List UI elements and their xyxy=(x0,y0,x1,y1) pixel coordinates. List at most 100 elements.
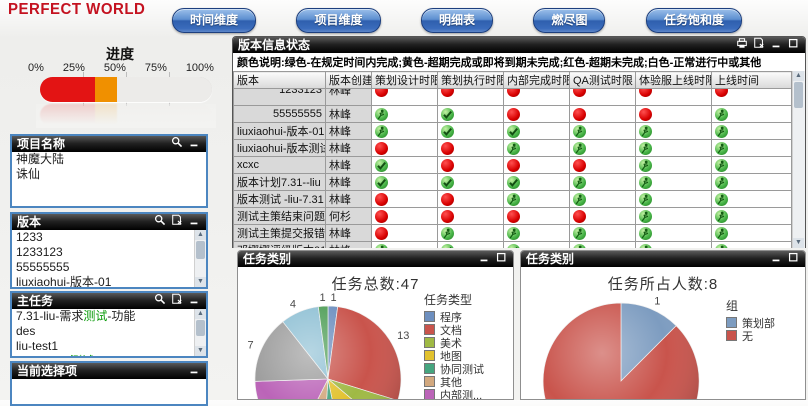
version-cell[interactable]: 1233123 xyxy=(233,88,326,106)
scroll-down-icon[interactable]: ▼ xyxy=(793,238,804,248)
list-item[interactable]: 1233 xyxy=(16,230,43,244)
min-icon[interactable] xyxy=(770,37,783,49)
status-cell[interactable] xyxy=(371,241,438,248)
scroll-thumb[interactable] xyxy=(196,320,205,336)
status-cell[interactable] xyxy=(371,173,438,191)
creator-cell[interactable]: 林峰 xyxy=(325,224,372,242)
status-cell[interactable] xyxy=(503,224,570,242)
list-item[interactable]: des xyxy=(16,324,36,338)
min-icon[interactable] xyxy=(478,251,491,263)
status-cell[interactable] xyxy=(569,122,636,140)
status-cell[interactable] xyxy=(437,224,504,242)
creator-cell[interactable]: 林峰 xyxy=(325,122,372,140)
nav-button-1[interactable]: 时间维度 xyxy=(172,8,257,33)
status-cell[interactable] xyxy=(503,88,570,106)
status-cell[interactable] xyxy=(437,88,504,106)
creator-cell[interactable]: 林峰 xyxy=(325,241,372,248)
clearx-icon[interactable] xyxy=(753,37,766,49)
pie-slice-无[interactable] xyxy=(542,302,700,399)
column-header[interactable]: 策划执行时限 xyxy=(437,71,504,89)
status-cell[interactable] xyxy=(711,156,792,174)
max-icon[interactable] xyxy=(787,37,800,49)
table-row[interactable]: 版本计划7.31--liu 林峰 xyxy=(233,173,792,191)
creator-cell[interactable]: 林峰 xyxy=(325,139,372,157)
status-cell[interactable] xyxy=(371,156,438,174)
column-header[interactable]: 上线时间 xyxy=(711,71,792,89)
column-header[interactable]: 内部完成时限 xyxy=(503,71,570,89)
status-cell[interactable] xyxy=(437,156,504,174)
version-cell[interactable]: 测试主策结束问题-0 xyxy=(233,207,326,225)
status-cell[interactable] xyxy=(569,173,636,191)
status-cell[interactable] xyxy=(437,241,504,248)
status-cell[interactable] xyxy=(371,139,438,157)
min-icon[interactable] xyxy=(770,251,783,263)
status-cell[interactable] xyxy=(635,88,712,106)
status-cell[interactable] xyxy=(635,173,712,191)
legend-item[interactable]: 策划部 xyxy=(726,316,775,330)
table-row[interactable]: liuxiaohui-版本-01 林峰 xyxy=(233,122,792,140)
legend-item[interactable]: 其他 xyxy=(424,375,484,389)
column-header[interactable]: 体验服上线时限 xyxy=(635,71,712,89)
legend-item[interactable]: 无 xyxy=(726,329,775,343)
status-cell[interactable] xyxy=(371,105,438,123)
scroll-down-icon[interactable]: ▼ xyxy=(195,277,206,287)
version-cell[interactable]: 版本计划7.31--liu xyxy=(233,173,326,191)
status-cell[interactable] xyxy=(711,122,792,140)
version-cell[interactable]: 版本测试 -liu-7.31 xyxy=(233,190,326,208)
status-cell[interactable] xyxy=(371,122,438,140)
list-item[interactable]: liuxiaohui-测试11 xyxy=(12,354,206,356)
min-icon[interactable] xyxy=(188,363,201,375)
status-cell[interactable] xyxy=(503,190,570,208)
status-cell[interactable] xyxy=(711,224,792,242)
status-cell[interactable] xyxy=(371,224,438,242)
status-cell[interactable] xyxy=(711,190,792,208)
scroll-up-icon[interactable]: ▲ xyxy=(195,230,206,240)
status-cell[interactable] xyxy=(569,105,636,123)
clearx-icon[interactable] xyxy=(171,214,184,226)
pie-slice-内部测...[interactable] xyxy=(254,378,329,399)
creator-cell[interactable]: 林峰 xyxy=(325,190,372,208)
status-cell[interactable] xyxy=(635,190,712,208)
status-cell[interactable] xyxy=(569,241,636,248)
status-cell[interactable] xyxy=(503,241,570,248)
list-item[interactable]: liu-test1 xyxy=(16,339,59,353)
creator-cell[interactable]: 林峰 xyxy=(325,88,372,106)
table-row[interactable]: xcxc 林峰 xyxy=(233,156,792,174)
version-scrollbar[interactable]: ▲ ▼ xyxy=(194,230,206,287)
column-header[interactable]: 版本创建人 xyxy=(325,71,372,89)
nav-button-3[interactable]: 明细表 xyxy=(420,8,493,33)
status-cell[interactable] xyxy=(503,122,570,140)
min-icon[interactable] xyxy=(188,293,201,305)
status-cell[interactable] xyxy=(569,156,636,174)
status-cell[interactable] xyxy=(711,88,792,106)
table-row-partial[interactable]: 1233123 林峰 xyxy=(233,88,792,106)
table-row[interactable]: 测试主策结束问题-0 何杉 xyxy=(233,207,792,225)
creator-cell[interactable]: 林峰 xyxy=(325,156,372,174)
print-icon[interactable] xyxy=(736,37,749,49)
table-row[interactable]: 55555555 林峰 xyxy=(233,105,792,123)
max-icon[interactable] xyxy=(787,251,800,263)
version-cell[interactable]: xcxc xyxy=(233,156,326,174)
scroll-thumb[interactable] xyxy=(196,241,205,259)
version-cell[interactable]: 邓娜娜评级版本01 xyxy=(233,241,326,248)
status-cell[interactable] xyxy=(371,207,438,225)
status-cell[interactable] xyxy=(437,139,504,157)
table-scrollbar[interactable]: ▲ ▼ xyxy=(792,71,805,248)
creator-cell[interactable]: 林峰 xyxy=(325,173,372,191)
version-cell[interactable]: liuxiaohui-版本测试 xyxy=(233,139,326,157)
max-icon[interactable] xyxy=(495,251,508,263)
status-cell[interactable] xyxy=(569,224,636,242)
status-cell[interactable] xyxy=(635,241,712,248)
status-cell[interactable] xyxy=(569,207,636,225)
status-cell[interactable] xyxy=(711,207,792,225)
status-cell[interactable] xyxy=(503,173,570,191)
status-cell[interactable] xyxy=(371,190,438,208)
status-cell[interactable] xyxy=(437,122,504,140)
status-cell[interactable] xyxy=(635,207,712,225)
list-item[interactable]: 神魔大陆 xyxy=(16,152,65,166)
min-icon[interactable] xyxy=(188,214,201,226)
list-item[interactable]: 55555555 xyxy=(16,260,70,274)
nav-button-2[interactable]: 项目维度 xyxy=(296,8,381,33)
status-cell[interactable] xyxy=(569,190,636,208)
version-cell[interactable]: liuxiaohui-版本-01 xyxy=(233,122,326,140)
